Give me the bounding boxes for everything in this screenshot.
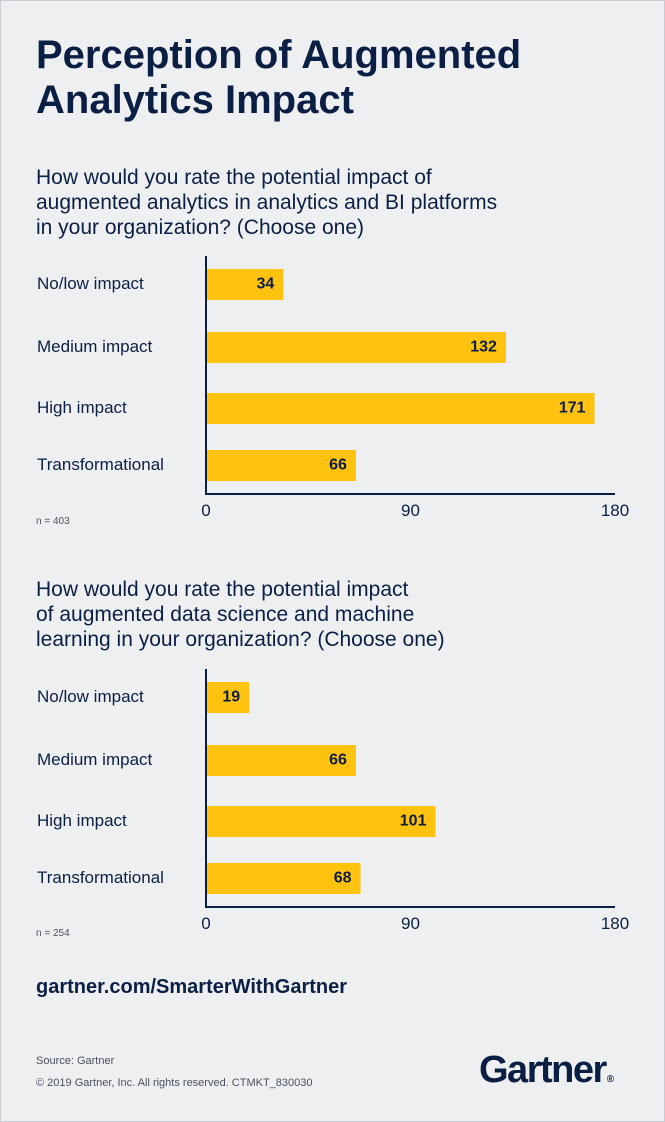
chart2-category-label: Medium impact — [37, 750, 153, 769]
chart2-bar — [206, 682, 250, 713]
chart1-question-line-2: augmented analytics in analytics and BI … — [36, 191, 498, 214]
chart2-svg: No/low impact 19 Medium impact 66 High impac… — [37, 669, 629, 933]
chart1-x-tick-label: 90 — [401, 501, 420, 520]
chart1-category-label: No/low impact — [37, 274, 144, 293]
chart2-x-tick-label: 0 — [201, 914, 210, 933]
chart1-question-line-3: in your organization? (Choose one) — [36, 216, 365, 239]
chart1-x-tick-label: 180 — [601, 501, 629, 520]
chart2-question: How would you rate the potential impact … — [36, 577, 636, 652]
chart2-category-label: No/low impact — [37, 687, 144, 706]
chart2-bar — [206, 745, 356, 776]
chart1-value-label: 66 — [329, 457, 347, 474]
gartner-logo-registered-mark: ® — [606, 1074, 615, 1085]
chart1-question-line-1: How would you rate the potential impact … — [36, 166, 432, 189]
chart1-value-label: 132 — [470, 339, 497, 356]
chart2-x-tick-label: 180 — [601, 914, 629, 933]
chart2-sample-size: n = 254 — [36, 928, 70, 939]
chart2-value-label: 68 — [334, 870, 352, 887]
chart1-bar — [206, 450, 356, 481]
chart2-category-label: High impact — [37, 811, 127, 830]
title-line-2: Analytics Impact — [36, 78, 354, 122]
chart1-category-label: High impact — [37, 398, 127, 417]
chart1-bar — [206, 332, 506, 363]
chart1-category-label: Transformational — [37, 455, 164, 474]
gartner-logo-text: Gartner — [479, 1049, 607, 1091]
chart2-question-line-2: of augmented data science and machine — [36, 603, 415, 626]
chart2-area: No/low impact 19 Medium impact 66 High impac… — [1, 669, 665, 939]
chart2-value-label: 19 — [222, 689, 240, 706]
footer-source: Source: Gartner — [36, 1055, 115, 1067]
title-line-1: Perception of Augmented — [36, 33, 522, 77]
chart2-category-label: Transformational — [37, 868, 164, 887]
chart1-category-label: Medium impact — [37, 337, 153, 356]
chart1-x-tick-label: 0 — [201, 501, 210, 520]
chart2-question-line-3: learning in your organization? (Choose o… — [36, 628, 445, 651]
chart1-area: No/low impact 34 Medium impact 132 High impa… — [1, 256, 665, 526]
chart2-bar — [206, 806, 436, 837]
chart1-bar — [206, 393, 595, 424]
footer-url[interactable]: gartner.com/SmarterWithGartner — [36, 976, 348, 998]
chart1-sample-size: n = 403 — [36, 516, 70, 527]
chart1-value-label: 34 — [256, 276, 274, 293]
chart2-x-tick-label: 90 — [401, 914, 420, 933]
chart2-value-label: 66 — [329, 752, 347, 769]
chart2-value-label: 101 — [400, 813, 427, 830]
page-title: Perception of Augmented Analytics Impact — [36, 33, 636, 123]
chart1-value-label: 171 — [559, 400, 586, 417]
chart1-svg: No/low impact 34 Medium impact 132 High impa… — [37, 256, 629, 520]
chart1-bar — [206, 269, 284, 300]
footer-copyright: © 2019 Gartner, Inc. All rights reserved… — [36, 1077, 313, 1089]
chart2-question-line-1: How would you rate the potential impact — [36, 578, 409, 601]
chart1-question: How would you rate the potential impact … — [36, 165, 636, 240]
chart2-bar — [206, 863, 361, 894]
gartner-logo: Gartner® — [479, 1047, 614, 1103]
